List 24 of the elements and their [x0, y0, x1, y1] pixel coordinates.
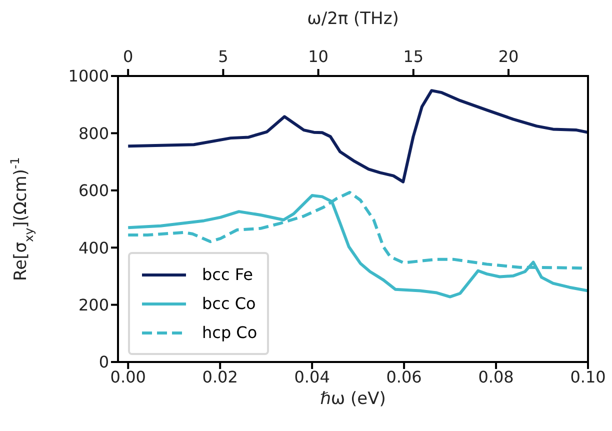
x-axis-title: ℏω (eV) [320, 389, 386, 409]
x2-tick-label: 10 [308, 47, 328, 66]
x-tick-label: 0.04 [294, 367, 330, 386]
y-tick-label: 200 [78, 295, 109, 314]
x-tick-label: 0.08 [478, 367, 514, 386]
y-tick-label: 1000 [68, 66, 109, 86]
x2-tick-label: 15 [403, 47, 424, 66]
legend-label: hcp Co [202, 323, 258, 342]
line-series [126, 89, 588, 184]
x-tick-label: 0.02 [202, 367, 238, 386]
y-tick-label: 600 [78, 181, 109, 200]
y-tick-label: 400 [78, 238, 109, 258]
legend-label: bcc Co [202, 294, 256, 313]
line-series [126, 194, 588, 298]
x-tick-label: 0.10 [570, 367, 606, 386]
x-tick-label: 0.06 [386, 367, 422, 386]
x2-axis-title: ω/2π (THz) [307, 9, 399, 29]
legend-label: bcc Fe [202, 265, 254, 284]
x2-tick-label: 0 [122, 47, 134, 66]
y-tick-label: 800 [78, 124, 109, 143]
x-tick-label: 0.00 [110, 367, 146, 386]
x2-tick-label: 5 [218, 47, 228, 66]
x2-tick-label: 20 [498, 47, 519, 66]
y-tick-label: 0 [98, 352, 109, 372]
